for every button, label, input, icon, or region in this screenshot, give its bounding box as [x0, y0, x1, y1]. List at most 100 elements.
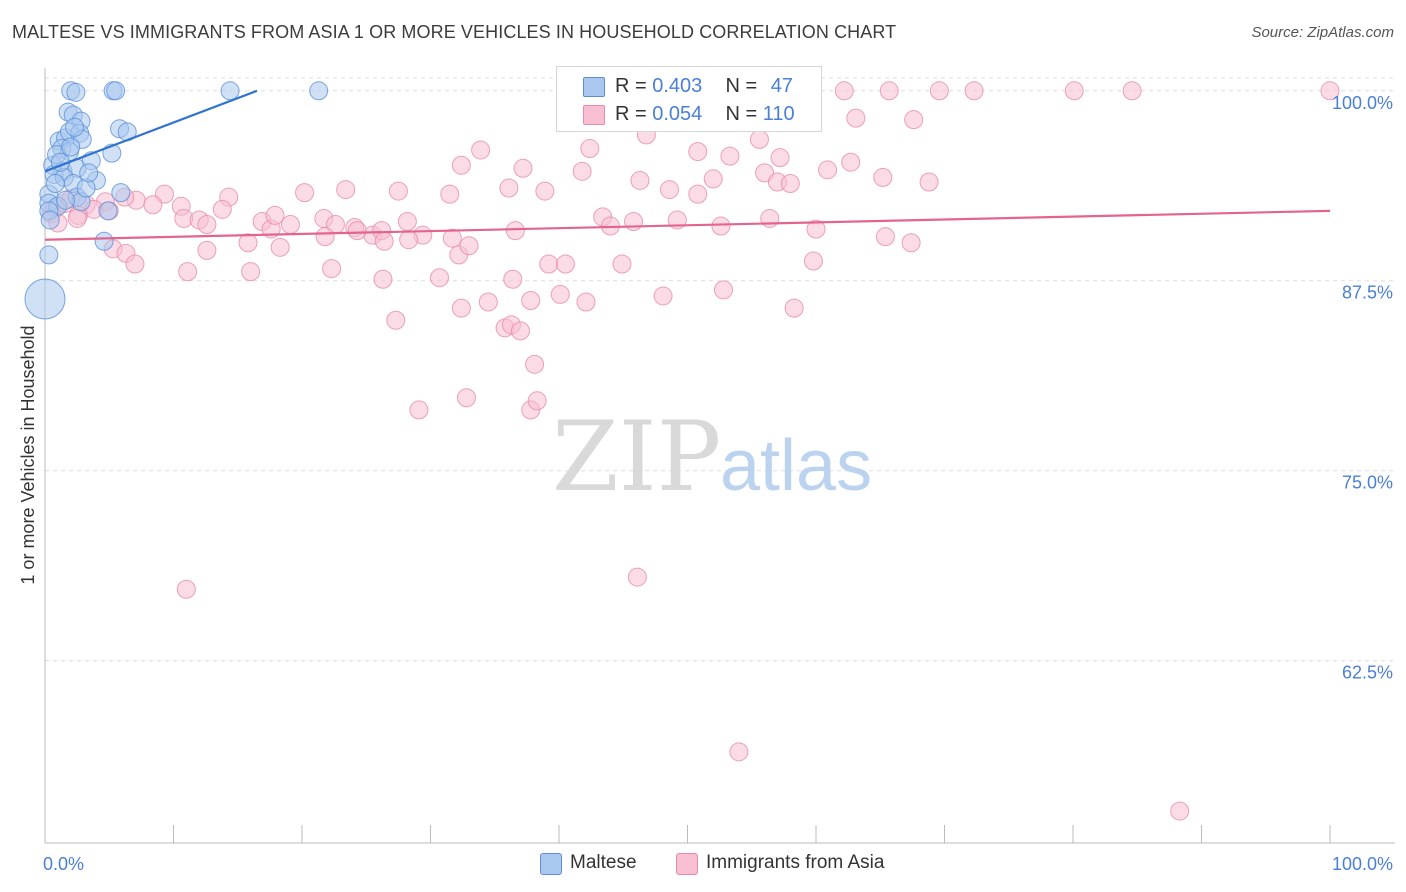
asia-point	[711, 216, 731, 236]
legend-n-value: 110	[762, 103, 795, 125]
y-tick-label: 87.5%	[1342, 283, 1393, 303]
asia-point	[399, 230, 419, 250]
asia-point	[770, 148, 790, 168]
legend-r-label: R =	[615, 75, 647, 97]
grid-lines	[45, 77, 1395, 662]
asia-point	[176, 579, 196, 599]
asia-point	[834, 81, 854, 101]
asia-point	[539, 254, 559, 274]
maltese-point	[40, 210, 60, 230]
asia-point	[197, 215, 217, 235]
asia-point	[729, 742, 749, 762]
y-axis-title: 1 or more Vehicles in Household	[18, 325, 38, 584]
maltese-points	[24, 81, 329, 320]
asia-point	[525, 354, 545, 374]
asia-point	[875, 227, 895, 247]
watermark: ZIP atlas	[552, 401, 872, 513]
maltese-point	[98, 201, 118, 221]
legend-n-label: N =	[725, 75, 758, 97]
y-tick-label: 75.0%	[1342, 473, 1393, 493]
asia-point	[456, 388, 476, 408]
asia-point	[178, 262, 198, 282]
asia-point	[513, 158, 533, 178]
bottom-legend-label-maltese: Maltese	[570, 852, 637, 873]
asia-point	[143, 195, 163, 215]
legend-r-value: 0.054	[652, 103, 703, 125]
asia-point	[347, 221, 367, 241]
asia-point	[527, 391, 547, 411]
maltese-point	[45, 173, 65, 193]
watermark-atlas: atlas	[720, 426, 872, 506]
asia-point	[535, 181, 555, 201]
asia-point	[653, 286, 673, 306]
asia-point	[879, 81, 899, 101]
asia-point	[478, 292, 498, 312]
asia-point	[1122, 81, 1142, 101]
asia-point	[67, 208, 87, 228]
asia-point	[241, 262, 261, 282]
asia-point	[471, 140, 491, 160]
y-tick-label: 100.0%	[1332, 93, 1393, 113]
asia-point	[901, 233, 921, 253]
maltese-point	[111, 183, 131, 203]
legend-text-maltese: R = 0.403 N = 47	[615, 75, 793, 98]
maltese-point	[94, 231, 114, 251]
asia-point	[386, 310, 406, 330]
asia-point	[784, 298, 804, 318]
asia-point	[846, 108, 866, 128]
asia-point	[627, 567, 647, 587]
asia-point	[440, 184, 460, 204]
asia-point	[451, 155, 471, 175]
bottom-legend-swatch-maltese	[540, 853, 562, 875]
asia-point	[749, 129, 769, 149]
legend-swatch-maltese	[583, 77, 605, 97]
asia-point	[919, 172, 939, 192]
asia-point	[720, 146, 740, 166]
asia-point	[660, 180, 680, 200]
asia-point	[374, 231, 394, 251]
asia-point	[212, 199, 232, 219]
asia-point	[503, 269, 523, 289]
legend-r-value: 0.403	[652, 75, 703, 97]
legend-n-label: N =	[725, 103, 758, 125]
asia-point	[499, 178, 519, 198]
maltese-point	[56, 190, 76, 210]
maltese-point	[66, 82, 86, 102]
asia-point	[1064, 81, 1084, 101]
asia-point	[755, 163, 775, 183]
asia-point	[630, 170, 650, 190]
asia-point	[612, 254, 632, 274]
asia-point	[841, 152, 861, 172]
asia-point	[238, 233, 258, 253]
asia-point	[373, 269, 393, 289]
maltese-point	[39, 245, 59, 265]
chart-title: MALTESE VS IMMIGRANTS FROM ASIA 1 OR MOR…	[12, 22, 897, 42]
asia-point	[576, 292, 596, 312]
asia-point	[1170, 801, 1190, 821]
asia-point	[197, 240, 217, 260]
asia-point	[521, 291, 541, 310]
asia-point	[270, 237, 290, 257]
maltese-point	[61, 137, 81, 157]
x-tick-label: 0.0%	[43, 854, 84, 874]
asia-point	[803, 251, 823, 271]
asia-point	[550, 284, 570, 304]
asia-point	[442, 228, 462, 248]
maltese-point	[79, 163, 99, 183]
asia-point	[510, 321, 530, 341]
asia-point	[760, 208, 780, 228]
asia-point	[429, 268, 449, 288]
asia-point	[713, 280, 733, 300]
legend-swatch-asia	[583, 105, 605, 125]
legend-text-asia: R = 0.054 N = 110	[615, 103, 795, 126]
asia-point	[1320, 81, 1340, 101]
asia-point	[322, 259, 342, 279]
asia-point	[818, 160, 838, 180]
asia-point	[265, 205, 285, 225]
asia-point	[929, 81, 949, 101]
bottom-legend-label-asia: Immigrants from Asia	[706, 852, 885, 873]
asia-point	[873, 167, 893, 187]
stats-legend: R = 0.403 N = 47 R = 0.054 N = 110	[556, 66, 822, 132]
maltese-point	[106, 81, 126, 101]
